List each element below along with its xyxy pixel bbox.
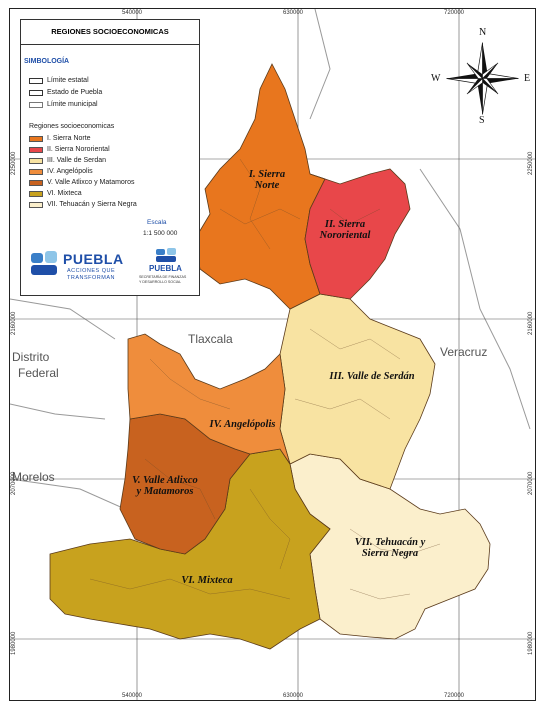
secretaria-logo-icon (156, 248, 176, 262)
coord-left-2: 2160000 (11, 311, 17, 335)
legend-regions-heading: Regiones socioeconomicas (29, 123, 115, 130)
compass-e-label: E (524, 73, 531, 84)
region-label-ii-line2: Nororiental (319, 230, 371, 242)
state-label-morelos: Morelos (12, 470, 55, 484)
region-label-iii: III. Valle de Serdán (329, 371, 415, 382)
legend-label: III. Valle de Serdan (47, 157, 107, 164)
legend-label: VII. Tehuacán y Sierra Negra (47, 201, 137, 208)
compass-rose: N S E W (431, 27, 531, 126)
state-label-tlaxcala: Tlaxcala (188, 332, 233, 346)
coord-right-3: 2070000 (528, 471, 534, 495)
swatch-region-vii (29, 201, 43, 208)
legend-row-limite-estatal: Límite estatal (29, 77, 89, 84)
region-ii-shape (304, 168, 411, 300)
region-iv-shape (127, 333, 291, 465)
region-label-ii-line1: II. Sierra (324, 219, 366, 230)
swatch-limite-estatal (29, 77, 43, 84)
legend-row-region: VII. Tehuacán y Sierra Negra (29, 201, 137, 208)
legend-label: II. Sierra Nororiental (47, 146, 110, 153)
swatch-limite-municipal (29, 101, 43, 108)
legend-simbologia: SIMBOLOGÍA (24, 58, 70, 65)
puebla-logo-text: PUEBLA (63, 251, 124, 267)
coord-top-1: 540000 (122, 10, 143, 16)
region-label-vii-line2: Sierra Negra (361, 548, 419, 560)
legend-row-region: IV. Angelópolis (29, 168, 93, 175)
coord-left-1: 2250000 (11, 151, 17, 175)
legend-label: I. Sierra Norte (47, 135, 91, 142)
legend-label: IV. Angelópolis (47, 168, 93, 175)
swatch-estado-puebla (29, 89, 43, 96)
coord-top-2: 630000 (283, 10, 304, 16)
coord-bottom-2: 630000 (283, 693, 304, 699)
puebla-logo: PUEBLA ACCIONES QUE TRANSFORMAN (29, 245, 124, 283)
legend-label: Límite estatal (47, 77, 89, 84)
swatch-region-i (29, 135, 43, 142)
coord-bottom-3: 720000 (444, 693, 465, 699)
legend-label: Límite municipal (47, 101, 98, 108)
legend-row-estado-puebla: Estado de Puebla (29, 89, 102, 96)
swatch-region-ii (29, 146, 43, 153)
compass-s-label: S (479, 115, 485, 126)
secretaria-text-1: SECRETARÍA DE FINANZAS (139, 275, 187, 279)
swatch-region-iii (29, 157, 43, 164)
municipal-boundaries (89, 158, 441, 600)
neighbor-boundaries (10, 9, 531, 510)
scale-value: 1:1 500 000 (143, 230, 178, 237)
coord-right-2: 2160000 (528, 311, 534, 335)
swatch-region-iv (29, 168, 43, 175)
legend-row-limite-municipal: Límite municipal (29, 101, 98, 108)
state-label-distrito: Distrito (12, 350, 50, 364)
secretaria-text-2: Y DESARROLLO SOCIAL (139, 280, 182, 284)
legend-row-region: V. Valle Atlixco y Matamoros (29, 179, 135, 186)
legend-row-region: I. Sierra Norte (29, 135, 91, 142)
legend-title: REGIONES SOCIOECONOMICAS (21, 20, 199, 45)
region-label-i: I. Sierra Norte (232, 169, 302, 191)
region-label-v-line2: y Matamoros (136, 486, 194, 498)
secretaria-logo: PUEBLA SECRETARÍA DE FINANZAS Y DESARROL… (139, 247, 197, 287)
state-label-veracruz: Veracruz (440, 345, 488, 359)
legend-label: VI. Mixteca (47, 190, 82, 197)
legend-row-region: III. Valle de Serdan (29, 157, 106, 164)
coord-bottom-1: 540000 (122, 693, 143, 699)
legend-row-region: II. Sierra Nororiental (29, 146, 110, 153)
puebla-map (10, 9, 535, 700)
region-label-v: V. Valle Atlixco y Matamoros (110, 475, 220, 497)
region-label-v-line1: V. Valle Atlixco (132, 475, 198, 486)
coord-right-1: 2250000 (528, 151, 534, 175)
region-label-i-line2: Norte (254, 180, 280, 192)
legend-row-region: VI. Mixteca (29, 190, 82, 197)
coord-right-4: 1980000 (528, 631, 534, 655)
region-label-i-line1: I. Sierra (248, 169, 286, 180)
puebla-slogan-2: TRANSFORMAN (67, 275, 115, 281)
secretaria-puebla-text: PUEBLA (149, 264, 182, 273)
legend-panel: REGIONES SOCIOECONOMICAS SIMBOLOGÍA Lími… (20, 19, 200, 296)
region-label-ii: II. Sierra Nororiental (300, 219, 390, 241)
coord-top-3: 720000 (444, 10, 465, 16)
legend-label: V. Valle Atlixco y Matamoros (47, 179, 135, 186)
compass-w-label: W (431, 73, 441, 84)
region-i-shape (194, 63, 326, 310)
puebla-logo-icon (31, 251, 57, 275)
coord-left-4: 1980000 (11, 631, 17, 655)
region-label-vii: VII. Tehuacán y Sierra Negra (330, 537, 450, 559)
swatch-region-v (29, 179, 43, 186)
region-label-iv: IV. Angelópolis (209, 419, 276, 430)
swatch-region-vi (29, 190, 43, 197)
state-label-federal: Federal (18, 366, 59, 380)
compass-icon (446, 42, 519, 115)
region-label-vi: VI. Mixteca (181, 575, 233, 586)
map-frame: 540000 630000 720000 540000 630000 72000… (9, 8, 536, 701)
puebla-slogan-1: ACCIONES QUE (67, 268, 116, 274)
legend-label: Estado de Puebla (47, 89, 103, 96)
region-label-vii-line1: VII. Tehuacán y (354, 537, 426, 548)
compass-n-label: N (479, 27, 487, 38)
scale-title: Escala (147, 219, 167, 226)
